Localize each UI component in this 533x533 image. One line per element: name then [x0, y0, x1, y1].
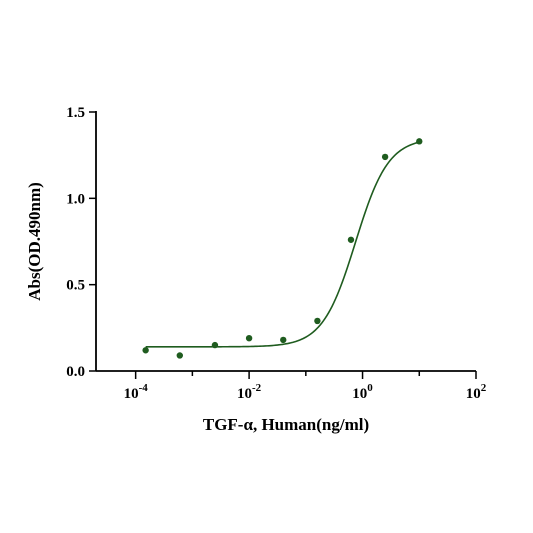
x-tick-label: 10-4 — [124, 382, 149, 402]
x-tick-label: 100 — [352, 382, 373, 402]
y-tick-label: 1.0 — [66, 191, 85, 207]
x-tick-label: 102 — [466, 382, 487, 402]
data-point — [176, 352, 183, 359]
data-point — [347, 236, 355, 243]
y-tick-label: 0.0 — [66, 364, 85, 380]
data-point — [314, 317, 321, 325]
y-axis-title: Abs(OD.490nm) — [25, 182, 44, 301]
data-point — [381, 153, 389, 161]
data-point — [211, 341, 219, 349]
axes — [95, 111, 476, 372]
x-ticks: 10-4 10-2 100 102 — [124, 371, 487, 402]
y-ticks: 0.0 0.5 1.0 1.5 — [66, 105, 96, 380]
fit-curve — [145, 141, 420, 348]
x-tick-label: 10-2 — [237, 382, 262, 402]
y-tick-label: 0.5 — [66, 278, 85, 294]
y-tick-label: 1.5 — [66, 105, 85, 121]
data-point — [416, 138, 423, 145]
x-axis-title: TGF-α, Human(ng/ml) — [203, 415, 369, 434]
series-layer — [142, 138, 423, 359]
data-point — [280, 336, 287, 344]
data-point — [245, 334, 253, 342]
data-point — [142, 347, 149, 354]
